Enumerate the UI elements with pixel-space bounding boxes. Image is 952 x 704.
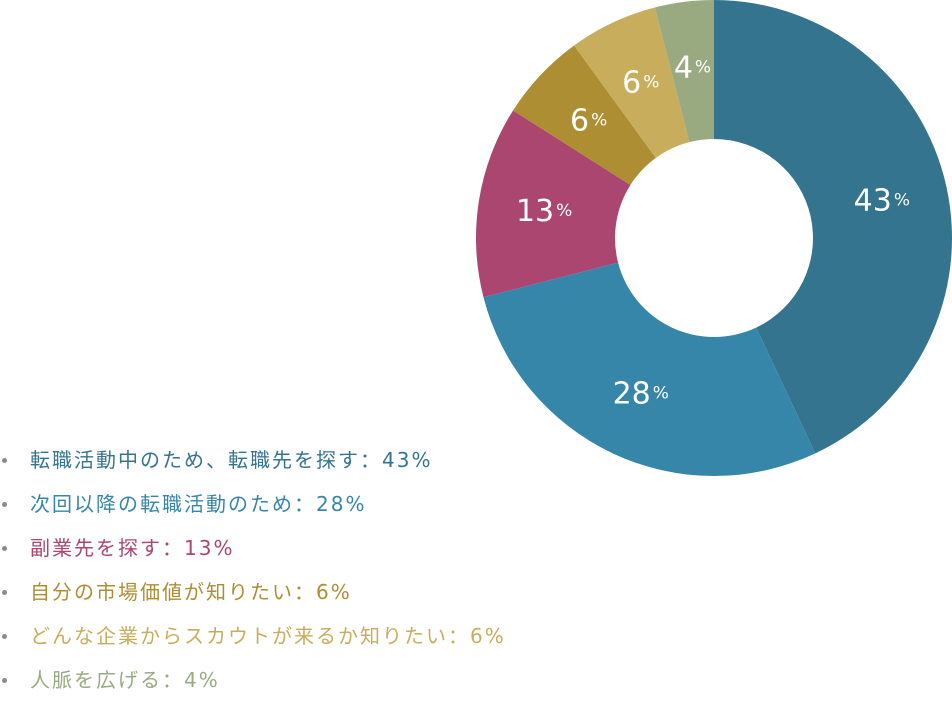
legend-label: どんな企業からスカウトが来るか知りたい：6% [30,624,506,648]
donut-slice [574,7,690,158]
bullet-icon [2,590,7,595]
bullet-icon [2,502,7,507]
slice-value-label: 43% [854,183,910,218]
donut-slice [476,110,631,298]
slice-value-label: 4% [674,50,711,85]
slice-value-label: 28% [613,376,669,411]
legend-label: 自分の市場価値が知りたい：6% [30,580,352,604]
bullet-icon [2,546,7,551]
bullet-icon [2,634,7,639]
bullet-icon [2,458,7,463]
legend-label: 次回以降の転職活動のため：28% [30,492,367,516]
donut-slice [654,0,714,143]
legend-label: 人脈を広げる：4% [30,668,220,692]
slices-layer [476,0,952,477]
donut-slice [714,0,952,454]
slice-value-label: 6% [570,103,607,138]
legend-label: 副業先を探す：13% [30,536,235,560]
legend-label: 転職活動中のため、転職先を探す：43% [30,448,433,472]
bullet-icon [2,678,7,683]
slice-value-label: 13% [516,194,572,229]
slice-value-label: 6% [622,65,659,100]
donut-slice [483,262,816,477]
donut-slice [513,45,656,185]
labels-layer: 43 % 28 % 13 % 6 % 6% 4% [516,50,910,411]
